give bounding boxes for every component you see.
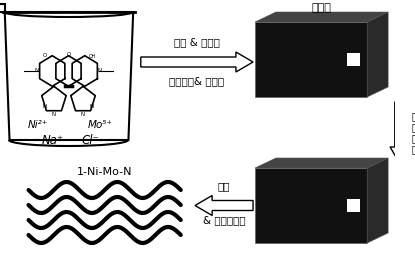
Polygon shape bbox=[255, 22, 367, 97]
Polygon shape bbox=[255, 168, 367, 243]
Text: 混合 & 共沉淀: 混合 & 共沉淀 bbox=[174, 37, 220, 47]
Text: 1-Ni-Mo-N: 1-Ni-Mo-N bbox=[77, 167, 132, 177]
Text: O: O bbox=[66, 53, 71, 57]
Polygon shape bbox=[347, 199, 360, 212]
Text: Mo⁵⁺: Mo⁵⁺ bbox=[88, 120, 112, 130]
Text: Na⁺: Na⁺ bbox=[41, 133, 63, 147]
Text: N: N bbox=[81, 112, 85, 117]
Polygon shape bbox=[255, 158, 388, 168]
Polygon shape bbox=[195, 196, 253, 216]
Text: Ni²⁺: Ni²⁺ bbox=[28, 120, 48, 130]
Polygon shape bbox=[255, 12, 388, 22]
Text: N: N bbox=[98, 68, 102, 73]
Text: 冷冻干燥& 自组装: 冷冻干燥& 自组装 bbox=[169, 76, 225, 86]
Text: Cl⁻: Cl⁻ bbox=[81, 133, 99, 147]
Text: OH: OH bbox=[88, 54, 96, 59]
Text: 酸洗: 酸洗 bbox=[218, 182, 230, 191]
Text: 前驱体: 前驱体 bbox=[312, 3, 332, 13]
Text: N: N bbox=[90, 104, 94, 109]
Text: N: N bbox=[52, 112, 56, 117]
Text: O: O bbox=[43, 53, 47, 58]
Polygon shape bbox=[367, 158, 388, 243]
Text: N: N bbox=[43, 104, 47, 109]
Text: 煅
烧
处
理: 煅 烧 处 理 bbox=[412, 111, 415, 154]
Polygon shape bbox=[367, 12, 388, 97]
Text: & 溶解氯化钠: & 溶解氯化钠 bbox=[203, 216, 245, 225]
Text: N: N bbox=[35, 68, 39, 73]
Polygon shape bbox=[141, 52, 253, 72]
Polygon shape bbox=[390, 102, 409, 163]
Polygon shape bbox=[347, 53, 360, 66]
